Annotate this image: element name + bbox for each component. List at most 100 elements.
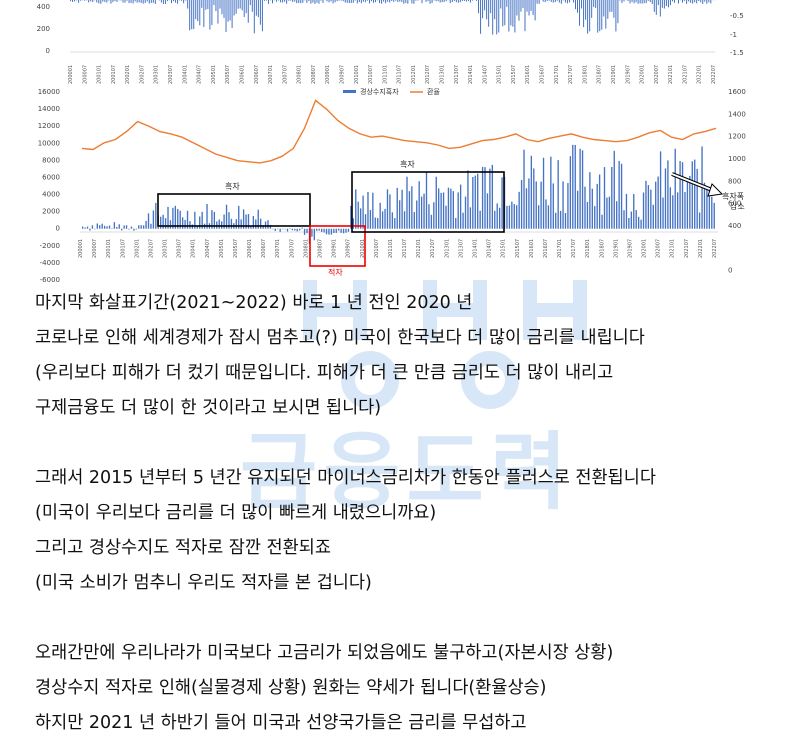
top-bar <box>92 0 93 2</box>
article-line: (미국 소비가 멈추니 우리도 적자를 본 겁니다) <box>35 566 780 601</box>
top-bar <box>458 0 459 3</box>
top-bar <box>587 0 588 34</box>
top-bar <box>335 0 336 2</box>
top-bar <box>468 0 469 1</box>
top-bar <box>603 0 604 16</box>
top-bar <box>706 0 707 4</box>
article-line: 경상수지 적자로 인해(실물경제 상황) 원화는 약세가 됩니다(환율상승) <box>35 671 780 706</box>
surplus-bar <box>548 205 549 228</box>
surplus-bar <box>340 229 341 233</box>
surplus-bar <box>106 226 107 228</box>
surplus-bar <box>426 172 427 229</box>
surplus-bar <box>348 229 349 232</box>
top-bar <box>545 0 546 2</box>
top-bar <box>300 0 301 3</box>
top-bar <box>486 0 487 19</box>
top-left-tick-1: 200 <box>37 25 50 33</box>
top-bar <box>280 0 281 2</box>
surplus-bar <box>692 161 693 228</box>
top-bar <box>589 0 590 31</box>
top-bar <box>539 0 540 4</box>
surplus-bar <box>367 192 368 229</box>
right-tick-0: 1600 <box>728 88 746 96</box>
top-bar <box>175 0 176 3</box>
surplus-bar <box>138 225 139 228</box>
decrease-label-1: 흑자폭 <box>722 191 744 201</box>
top-bar <box>290 0 291 1</box>
surplus-bar <box>550 157 551 229</box>
top-date-tick: 201401 <box>468 65 474 84</box>
surplus-bar <box>653 205 654 229</box>
top-bar <box>621 0 622 3</box>
top-bar <box>98 0 99 3</box>
top-bar <box>472 0 473 1</box>
surplus-bar <box>458 192 459 228</box>
top-bar <box>284 0 285 2</box>
top-date-tick: 201301 <box>440 65 446 84</box>
surplus-bar <box>501 177 502 228</box>
date-tick: 202107 <box>684 239 690 258</box>
top-bar <box>591 0 592 18</box>
article-line: 그리고 경상수지도 적자로 잠깐 전환되죠 <box>35 531 780 566</box>
top-bar <box>688 0 689 1</box>
surplus-bar <box>397 188 398 229</box>
surplus-bar <box>562 181 563 228</box>
top-bar <box>74 0 75 1</box>
date-tick: 200201 <box>134 239 140 258</box>
surplus-bar <box>275 229 276 231</box>
surplus-bar <box>311 229 312 237</box>
top-bar <box>597 0 598 33</box>
surplus-bar <box>518 192 519 229</box>
surplus-bar <box>597 184 598 229</box>
surplus-bar <box>253 216 254 229</box>
top-bar <box>670 0 671 5</box>
top-date-tick: 200407 <box>197 65 203 84</box>
top-right-tick-1: -1 <box>730 31 737 39</box>
date-tick: 200107 <box>120 239 126 258</box>
top-bar <box>642 0 643 4</box>
date-tick: 201301 <box>444 239 450 258</box>
surplus-bar <box>675 149 676 229</box>
date-tick: 200901 <box>332 239 338 258</box>
surplus-bar <box>645 181 646 229</box>
surplus-bar <box>592 189 593 229</box>
surplus-bar <box>599 175 600 229</box>
surplus-bar <box>667 160 668 228</box>
top-bar <box>151 0 152 3</box>
surplus-bar <box>143 225 144 228</box>
top-bar <box>531 0 532 11</box>
top-bar <box>298 0 299 3</box>
surplus-bar <box>299 229 300 231</box>
top-bar <box>462 0 463 1</box>
top-bar <box>149 0 150 3</box>
surplus-bar <box>353 218 354 228</box>
top-bar <box>217 0 218 24</box>
top-bar <box>167 0 168 1</box>
left-tick-1: 14000 <box>38 105 60 113</box>
top-bar <box>264 0 265 1</box>
top-bar <box>658 0 659 5</box>
top-bar <box>238 0 239 9</box>
top-bar <box>470 0 471 2</box>
top-date-tick: 202101 <box>668 65 674 84</box>
top-bar <box>135 0 136 1</box>
date-tick: 200507 <box>233 239 239 258</box>
surplus-bar <box>331 229 332 235</box>
surplus-bar <box>616 201 617 228</box>
main-chart: 경상수지흑자 환율 160001400012000100008000600040… <box>0 86 791 286</box>
top-bar <box>478 0 479 13</box>
surplus-bar <box>450 189 451 229</box>
top-bar <box>114 0 115 1</box>
top-bar <box>345 0 346 3</box>
surplus-bar <box>433 202 434 228</box>
top-bar <box>561 0 562 4</box>
surplus-bar <box>267 220 268 229</box>
top-bar <box>640 0 641 3</box>
top-date-tick: 201101 <box>382 65 388 84</box>
top-date-tick: 200601 <box>239 65 245 84</box>
surplus-bar <box>477 174 478 229</box>
top-date-tick: 201507 <box>511 65 517 84</box>
surplus-bar <box>184 220 185 229</box>
